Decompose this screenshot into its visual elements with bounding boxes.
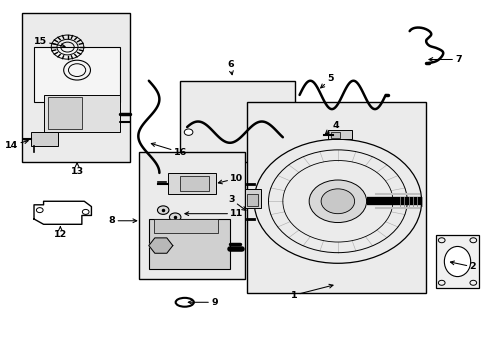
Text: 4: 4 (325, 121, 338, 134)
Text: 8: 8 (108, 216, 137, 225)
Text: 10: 10 (218, 174, 243, 184)
Bar (43, 95, 120, 132)
Bar (180, 81, 294, 162)
Text: 1: 1 (290, 284, 332, 300)
Bar (246, 102, 426, 293)
Text: 14: 14 (5, 140, 28, 150)
Circle shape (184, 129, 192, 135)
Text: 12: 12 (54, 227, 67, 239)
Bar (180, 176, 208, 191)
Text: 6: 6 (226, 60, 233, 75)
Bar (148, 219, 230, 269)
Bar (330, 132, 340, 138)
Bar (153, 219, 218, 233)
Ellipse shape (444, 247, 470, 276)
Text: 13: 13 (70, 163, 83, 176)
Text: 16: 16 (151, 143, 186, 157)
Circle shape (157, 206, 169, 215)
Bar (139, 152, 244, 279)
Text: 7: 7 (428, 55, 461, 64)
Text: 3: 3 (227, 195, 245, 210)
Bar (435, 235, 478, 288)
Bar (246, 194, 258, 206)
Bar (22, 13, 129, 162)
Polygon shape (148, 238, 172, 253)
Bar (168, 173, 215, 194)
Circle shape (321, 189, 354, 214)
Text: 9: 9 (188, 298, 217, 307)
Text: 11: 11 (184, 209, 243, 218)
Text: 2: 2 (449, 261, 475, 271)
Circle shape (308, 180, 366, 222)
Circle shape (169, 213, 181, 221)
Bar (34, 47, 120, 102)
Bar (48, 97, 81, 129)
Bar (244, 189, 261, 208)
Bar (327, 130, 351, 139)
Text: 5: 5 (320, 75, 333, 88)
Bar (31, 132, 58, 146)
Text: 15: 15 (34, 37, 65, 48)
